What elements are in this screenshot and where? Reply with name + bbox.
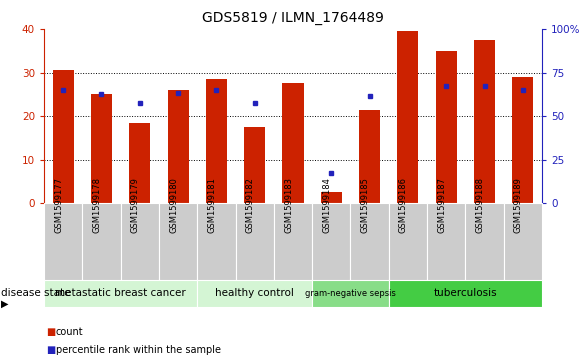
Bar <box>168 90 189 203</box>
Text: metastatic breast cancer: metastatic breast cancer <box>55 288 186 298</box>
Text: ▶: ▶ <box>1 299 9 309</box>
Bar <box>53 70 74 203</box>
Text: GSM1599188: GSM1599188 <box>476 177 485 233</box>
Text: GSM1599179: GSM1599179 <box>131 177 139 233</box>
Bar <box>504 203 542 280</box>
Bar <box>197 280 312 307</box>
Bar <box>427 203 465 280</box>
Bar <box>389 203 427 280</box>
Bar <box>197 203 236 280</box>
Text: gram-negative sepsis: gram-negative sepsis <box>305 289 396 298</box>
Bar <box>91 94 112 203</box>
Text: healthy control: healthy control <box>215 288 294 298</box>
Text: GSM1599189: GSM1599189 <box>514 177 523 233</box>
Bar <box>282 83 304 203</box>
Text: ■: ■ <box>46 327 55 337</box>
Bar <box>312 280 389 307</box>
Text: GSM1599184: GSM1599184 <box>322 177 331 233</box>
Bar <box>274 203 312 280</box>
Bar <box>44 280 197 307</box>
Bar <box>512 77 533 203</box>
Bar <box>129 123 150 203</box>
Text: GSM1599180: GSM1599180 <box>169 177 178 233</box>
Text: GSM1599185: GSM1599185 <box>360 177 370 233</box>
Text: count: count <box>56 327 83 337</box>
Bar <box>474 40 495 203</box>
Bar <box>244 127 265 203</box>
Bar <box>312 203 350 280</box>
Bar <box>465 203 504 280</box>
Text: ■: ■ <box>46 345 55 355</box>
Bar <box>436 51 457 203</box>
Text: GSM1599183: GSM1599183 <box>284 177 293 233</box>
Bar <box>321 192 342 203</box>
Bar <box>159 203 197 280</box>
Text: percentile rank within the sample: percentile rank within the sample <box>56 345 221 355</box>
Bar <box>236 203 274 280</box>
Text: GDS5819 / ILMN_1764489: GDS5819 / ILMN_1764489 <box>202 11 384 25</box>
Bar <box>397 31 418 203</box>
Text: GSM1599186: GSM1599186 <box>399 177 408 233</box>
Bar <box>44 203 82 280</box>
Text: GSM1599177: GSM1599177 <box>54 177 63 233</box>
Bar <box>82 203 121 280</box>
Bar <box>121 203 159 280</box>
Bar <box>206 79 227 203</box>
Bar <box>359 110 380 203</box>
Bar <box>350 203 389 280</box>
Bar <box>389 280 542 307</box>
Text: GSM1599187: GSM1599187 <box>437 177 447 233</box>
Text: GSM1599181: GSM1599181 <box>207 177 216 233</box>
Text: GSM1599178: GSM1599178 <box>93 177 101 233</box>
Text: GSM1599182: GSM1599182 <box>246 177 255 233</box>
Text: disease state: disease state <box>1 288 71 298</box>
Text: tuberculosis: tuberculosis <box>434 288 498 298</box>
